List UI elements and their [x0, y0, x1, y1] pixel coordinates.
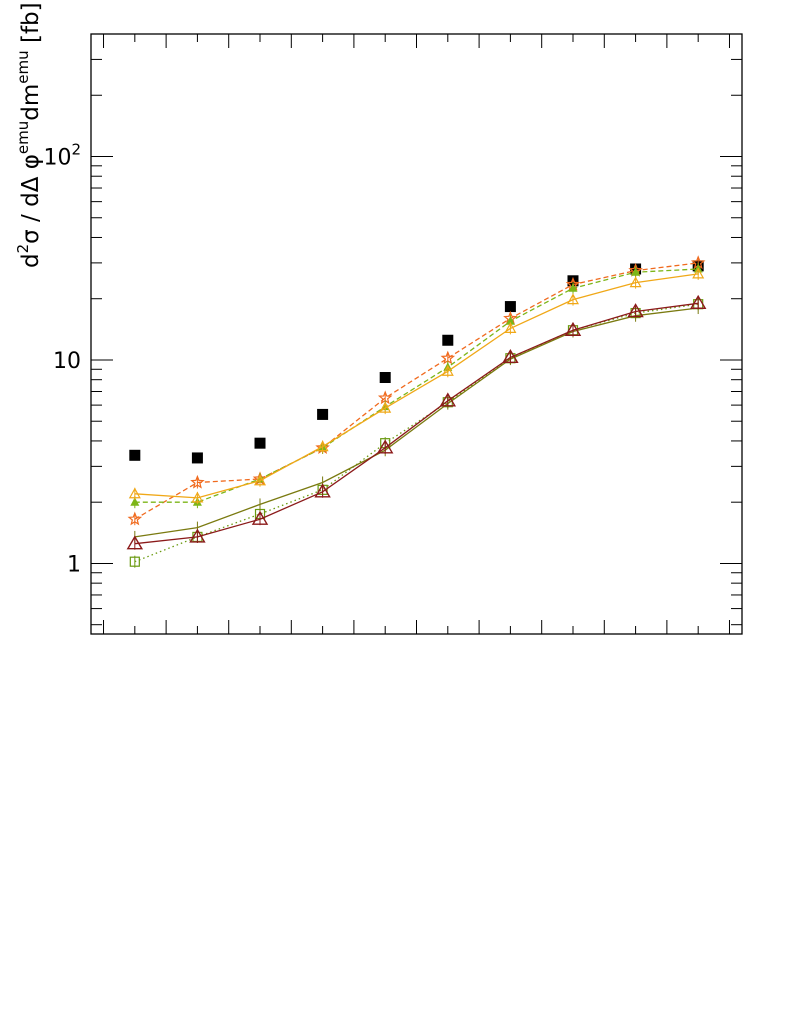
data-point [253, 474, 267, 486]
series-3 [128, 267, 705, 504]
data-point [631, 267, 641, 276]
data-point [189, 528, 206, 543]
data-point [376, 439, 394, 454]
data-point [442, 334, 454, 346]
data-point [128, 487, 141, 499]
y-tick-label: 1 [67, 552, 81, 577]
data-point [440, 350, 456, 365]
data-point [127, 511, 143, 526]
data-point [129, 449, 141, 461]
plot-frame [90, 33, 743, 635]
y-tick-label: 10 [53, 349, 81, 374]
y-tick-label: 102 [43, 141, 81, 171]
series-line [134, 273, 699, 499]
data-point [504, 322, 517, 333]
data-point [190, 474, 205, 489]
data-point [692, 267, 705, 279]
data-point [566, 293, 580, 305]
series-line [134, 303, 699, 563]
series-1 [127, 255, 706, 526]
data-point [126, 535, 144, 550]
data-point [502, 348, 519, 364]
data-point [316, 440, 329, 452]
series-0 [129, 260, 704, 464]
data-point [629, 276, 642, 288]
data-point [568, 283, 578, 292]
series-line [134, 262, 699, 520]
series-6 [126, 294, 707, 550]
data-point [564, 321, 582, 336]
y-axis-label: d2σ / dΔ φemudmemu [fb] [14, 2, 44, 268]
series-line [134, 302, 699, 545]
data-point [627, 303, 644, 318]
data-point [191, 452, 203, 464]
data-point [505, 316, 515, 325]
data-point [317, 408, 329, 420]
data-point [439, 392, 457, 407]
series-4 [129, 298, 704, 568]
data-point [251, 510, 269, 525]
data-point [379, 401, 392, 413]
series-5 [134, 302, 699, 543]
data-point [504, 301, 516, 313]
series-line [134, 268, 699, 503]
data-point [379, 372, 391, 384]
series-2 [130, 262, 703, 509]
data-point [130, 497, 140, 506]
data-point [441, 365, 454, 376]
data-point [129, 556, 140, 567]
data-point [191, 491, 204, 503]
data-point [254, 437, 266, 449]
data-point [314, 483, 331, 498]
data-point [689, 294, 707, 309]
series-line [134, 307, 699, 538]
